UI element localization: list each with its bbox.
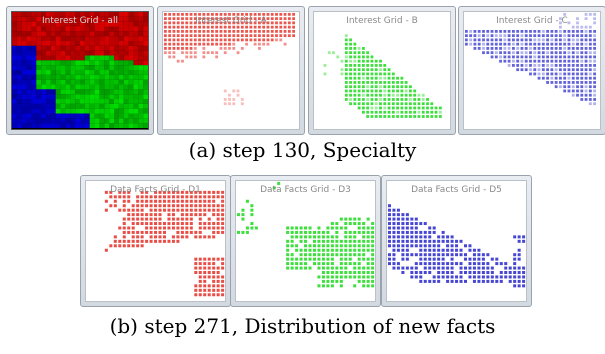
interest-grid-all-heatmap [12,12,148,129]
data-facts-grid-d3-dots [236,181,375,288]
panel-title: Interest Grid - B [346,16,418,26]
data-facts-grid-d3-canvas: Data Facts Grid - D3 [235,180,376,302]
data-facts-grid-d5-window[interactable]: Data Facts Grid - D5 [381,175,532,307]
panel-title: Interest Grid - C [496,16,568,26]
panel-title: Interest Grid - A [195,16,267,26]
interest-grid-c-canvas: Interest Grid - C [463,11,601,130]
interest-grid-c-window[interactable]: Interest Grid - C [458,6,605,135]
data-facts-grid-d3-window[interactable]: Data Facts Grid - D3 [230,175,381,307]
caption-b: (b) step 271, Distribution of new facts [109,314,496,338]
panel-title: Data Facts Grid - D5 [411,185,502,195]
interest-grid-a-dots [163,12,296,106]
interest-grid-b-canvas: Interest Grid - B [313,11,451,130]
interest-grid-all-window[interactable]: Interest Grid - all [6,6,154,135]
panel-title: Interest Grid - all [42,16,118,26]
caption-a: (a) step 130, Specialty [188,138,417,162]
interest-grid-b-window[interactable]: Interest Grid - B [308,6,456,135]
panel-title: Data Facts Grid - D1 [110,185,201,195]
data-facts-grid-d1-canvas: Data Facts Grid - D1 [85,180,226,302]
data-facts-grid-d5-canvas: Data Facts Grid - D5 [386,180,527,302]
panel-title: Data Facts Grid - D3 [260,185,351,195]
data-facts-grid-d1-dots [104,190,225,297]
data-facts-grid-d5-dots [387,204,526,288]
data-facts-grid-d1-window[interactable]: Data Facts Grid - D1 [80,175,231,307]
interest-grid-a-window[interactable]: Interest Grid - A [157,6,305,135]
interest-grid-b-dots [323,34,442,118]
interest-grid-all-canvas: Interest Grid - all [11,11,149,130]
interest-grid-c-dots [464,12,597,106]
interest-grid-a-canvas: Interest Grid - A [162,11,300,130]
